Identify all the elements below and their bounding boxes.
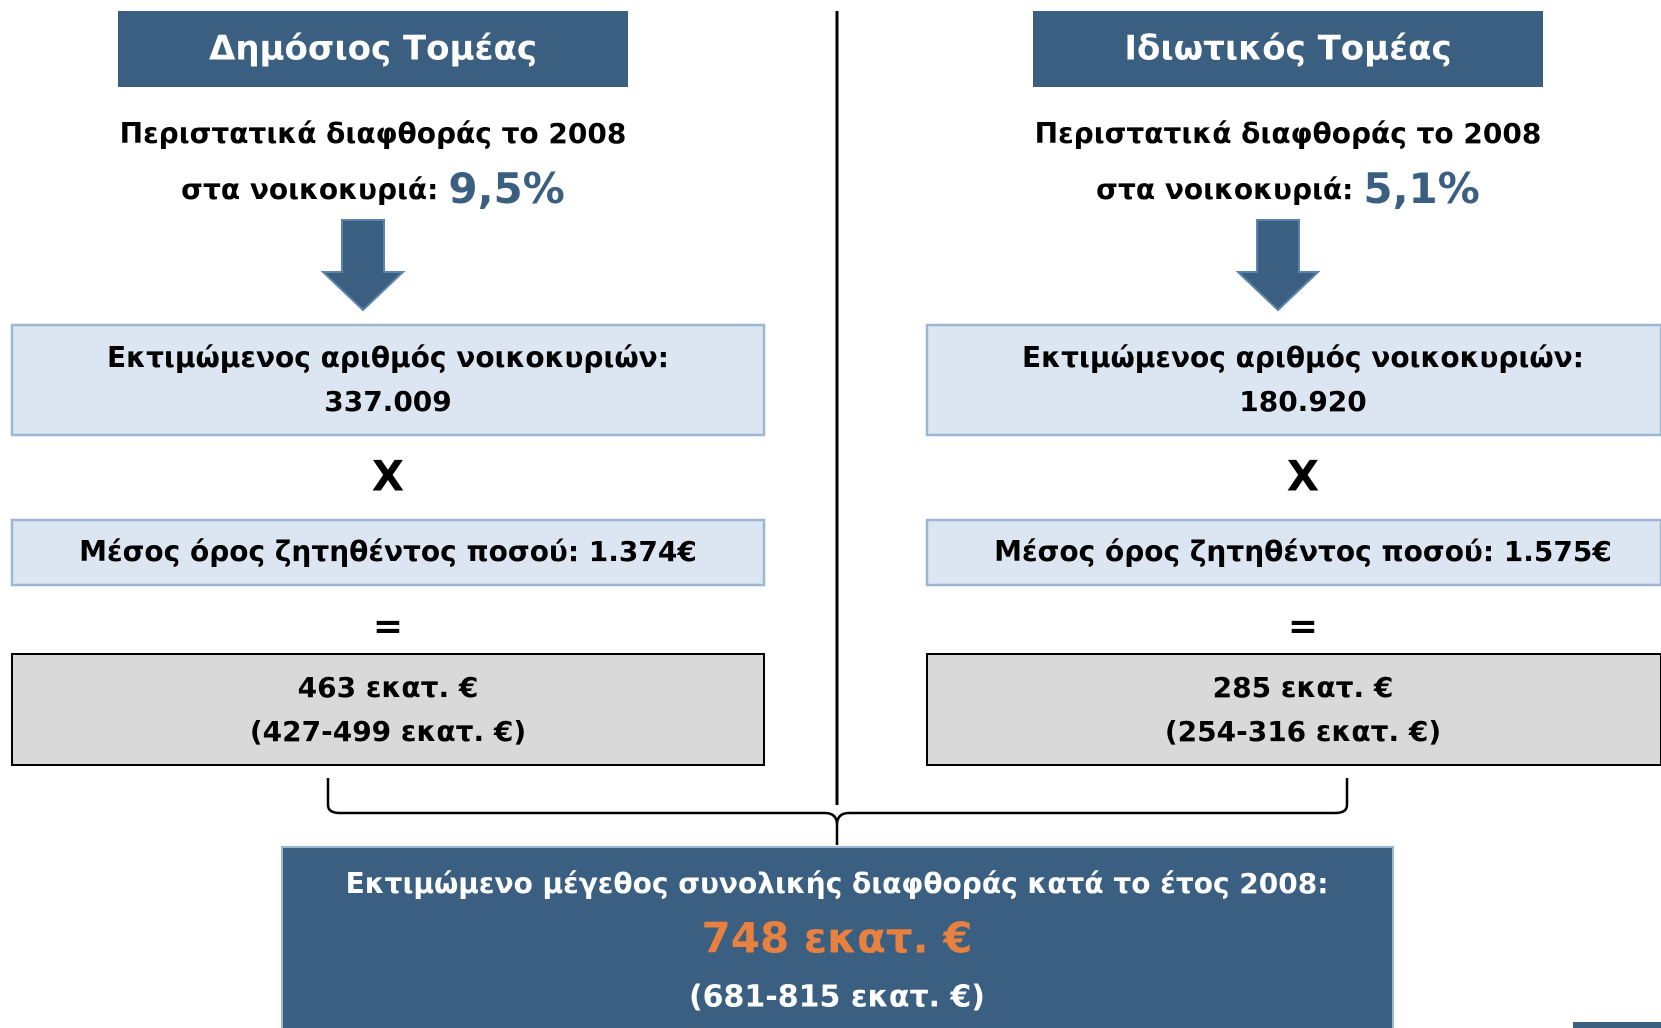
multiply-sign: X [372,452,404,501]
households-line: στα νοικοκυριά: 9,5% [181,164,565,213]
average-text: Μέσος όρος ζητηθέντος ποσού: 1.374€ [79,535,697,568]
brace [326,778,1349,845]
percentage: 9,5% [448,164,564,213]
header-box [1033,11,1543,87]
households-label: Εκτιμώμενος αριθμός νοικοκυριών: [107,341,669,374]
result-range: (254-316 εκατ. €) [1165,715,1441,748]
percentage: 5,1% [1363,164,1479,213]
result-value: 285 εκατ. € [1213,671,1394,704]
households-value: 337.009 [324,385,452,418]
result-box [926,653,1661,766]
header-title: Ιδιωτικός Τομέας [1124,29,1451,69]
average-box [10,518,766,587]
result-range: (427-499 εκατ. €) [250,715,526,748]
summary-box [281,846,1394,1028]
corner-decoration [1573,1022,1661,1028]
equals-sign: = [373,606,403,647]
equals-sign: = [1288,606,1318,647]
header-box [118,11,628,87]
incidents-line: Περιστατικά διαφθοράς το 2008 [120,117,627,150]
summary-range: (681-815 εκατ. €) [689,980,985,1015]
summary-label: Εκτιμώμενο μέγεθος συνολικής διαφθοράς κ… [346,867,1329,900]
households-box [925,323,1661,437]
households-box [10,323,766,437]
average-text: Μέσος όρος ζητηθέντος ποσού: 1.575€ [994,535,1612,568]
result-value: 463 εκατ. € [298,671,479,704]
summary-total: 748 εκατ. € [702,914,973,963]
multiply-sign: X [1287,452,1319,501]
arrow [320,219,406,312]
arrow [1235,219,1321,312]
households-line: στα νοικοκυριά: 5,1% [1096,164,1480,213]
result-box [11,653,765,766]
households-label: Εκτιμώμενος αριθμός νοικοκυριών: [1022,341,1584,374]
households-value: 180.920 [1239,385,1367,418]
incidents-line: Περιστατικά διαφθοράς το 2008 [1035,117,1542,150]
average-box [925,518,1661,587]
households-prefix: στα νοικοκυριά: [181,173,438,206]
header-title: Δημόσιος Τομέας [209,29,537,69]
households-prefix: στα νοικοκυριά: [1096,173,1353,206]
